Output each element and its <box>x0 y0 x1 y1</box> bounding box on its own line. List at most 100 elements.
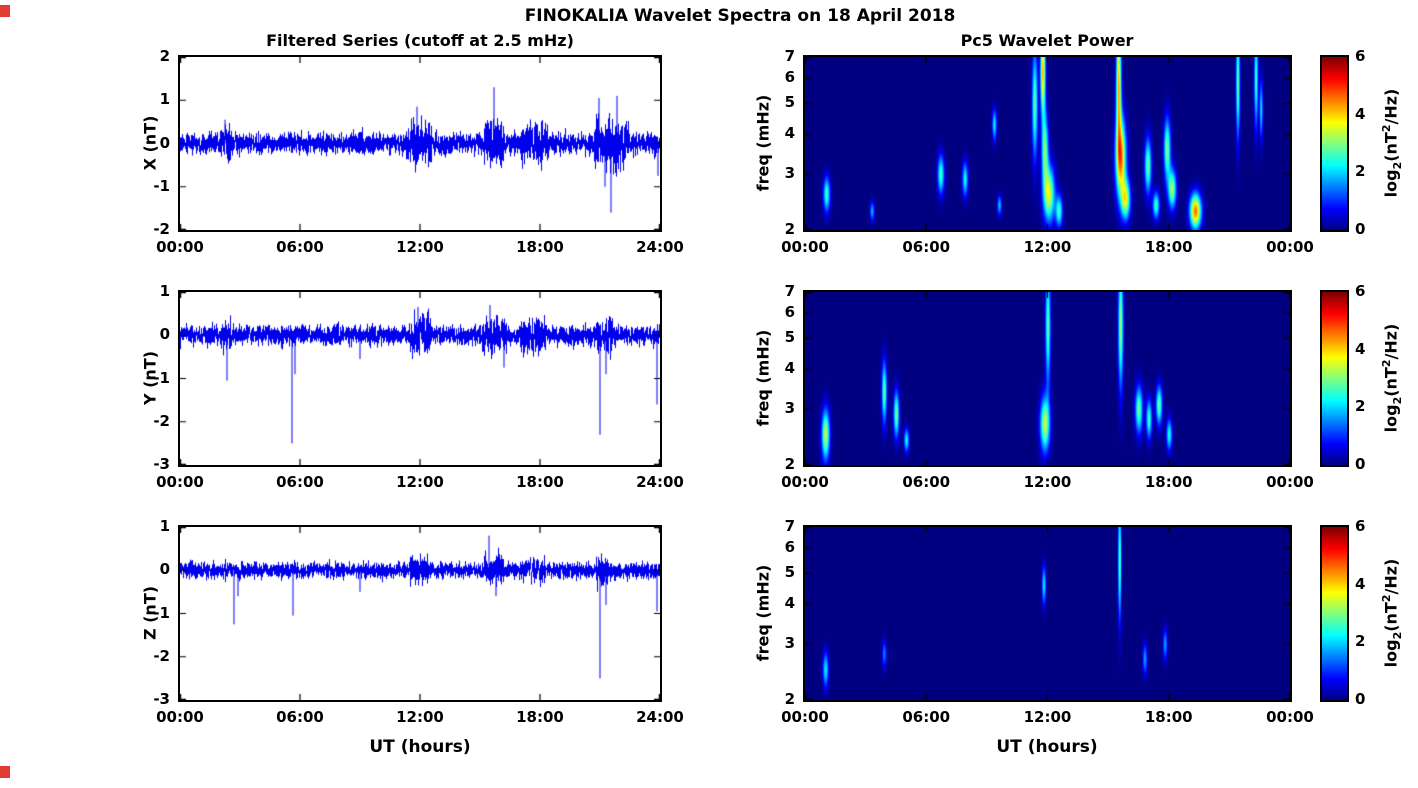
x-tick-label: 12:00 <box>396 473 444 491</box>
plot-y-wavelet-power <box>803 290 1292 467</box>
colorbar-tick-label: 4 <box>1355 339 1366 358</box>
x-tick-label: 18:00 <box>516 238 564 256</box>
freq-tick-label: 2 <box>784 455 795 473</box>
x-tick-label: 06:00 <box>276 708 324 726</box>
colorbar-tick-label: 0 <box>1355 455 1366 473</box>
y-wavelet-power-canvas <box>805 292 1290 465</box>
screen-artifact-bottom-left <box>0 766 10 778</box>
colorbar-tick-label: 0 <box>1355 220 1366 238</box>
y-tick-label: -1 <box>153 603 170 622</box>
x-tick-label: 18:00 <box>1144 238 1193 256</box>
left-column-title: Filtered Series (cutoff at 2.5 mHz) <box>266 31 574 50</box>
plot-x-wavelet-power <box>803 55 1292 232</box>
y-tick-label: 0 <box>159 560 170 579</box>
y-tick-label: -3 <box>153 690 170 708</box>
colorbar-tick-label: 4 <box>1355 104 1366 123</box>
plot-x-filtered-series <box>178 55 662 232</box>
x-tick-label: 24:00 <box>636 473 684 491</box>
plot-z-wavelet-power <box>803 525 1292 702</box>
y-tick-label: -2 <box>153 411 170 430</box>
x-tick-label: 06:00 <box>902 473 951 491</box>
x-tick-label: 00:00 <box>156 473 204 491</box>
freq-tick-label: 4 <box>784 124 795 143</box>
colorbar-tick-label: 2 <box>1355 162 1366 181</box>
y-tick-label: -3 <box>153 455 170 473</box>
x-tick-label: 18:00 <box>516 708 564 726</box>
colorbar-label-text: log <box>1381 639 1401 668</box>
freq-tick-label: 5 <box>784 563 795 582</box>
x-axis-label-left: UT (hours) <box>369 737 471 757</box>
colorbar-label-text: log <box>1381 404 1401 433</box>
x-tick-label: 12:00 <box>396 238 444 256</box>
x-wavelet-power-canvas <box>805 57 1290 230</box>
freq-tick-label: 3 <box>784 164 795 182</box>
x-tick-label: 00:00 <box>781 473 829 491</box>
y-tick-label: 2 <box>159 47 170 65</box>
freq-tick-label: 4 <box>784 359 795 378</box>
x-tick-label: 00:00 <box>1266 238 1314 256</box>
x-tick-label: 12:00 <box>1023 708 1072 726</box>
colorbar-3-canvas <box>1322 527 1347 700</box>
freq-tick-label: 7 <box>784 282 795 300</box>
colorbar-label-2: log2(nT2/Hz) <box>1380 323 1404 433</box>
y-tick-label: 0 <box>159 325 170 344</box>
y-tick-label: -1 <box>153 176 170 195</box>
colorbar-2 <box>1320 290 1349 467</box>
colorbar-tick-label: 6 <box>1355 47 1366 65</box>
x-filtered-series-canvas <box>180 57 660 230</box>
x-tick-label: 06:00 <box>902 708 951 726</box>
x-tick-label: 18:00 <box>1144 708 1193 726</box>
z-wavelet-power-canvas <box>805 527 1290 700</box>
x-tick-label: 06:00 <box>276 473 324 491</box>
right-column-title: Pc5 Wavelet Power <box>960 31 1134 50</box>
freq-tick-label: 3 <box>784 399 795 417</box>
x-tick-label: 24:00 <box>636 238 684 256</box>
colorbar-tick-label: 2 <box>1355 632 1366 651</box>
y-tick-label: 1 <box>159 282 170 300</box>
y-tick-label: 1 <box>159 517 170 535</box>
y-filtered-series-canvas <box>180 292 660 465</box>
screen-artifact-top-left <box>0 5 10 17</box>
colorbar-tick-label: 2 <box>1355 397 1366 416</box>
y-tick-label: -1 <box>153 368 170 387</box>
freq-tick-label: 6 <box>784 68 795 87</box>
x-tick-label: 00:00 <box>1266 708 1314 726</box>
colorbar-label-1: log2(nT2/Hz) <box>1380 88 1404 198</box>
plot-y-filtered-series <box>178 290 662 467</box>
x-tick-label: 00:00 <box>156 708 204 726</box>
figure-title: FINOKALIA Wavelet Spectra on 18 April 20… <box>524 6 956 26</box>
z-filtered-series-canvas <box>180 527 660 700</box>
x-tick-label: 12:00 <box>1023 473 1072 491</box>
x-tick-label: 06:00 <box>902 238 951 256</box>
y-tick-label: 0 <box>159 133 170 152</box>
colorbar-label-3: log2(nT2/Hz) <box>1380 558 1404 668</box>
freq-tick-label: 6 <box>784 538 795 557</box>
colorbar-1 <box>1320 55 1349 232</box>
colorbar-label-text: log <box>1381 169 1401 198</box>
plot-z-filtered-series <box>178 525 662 702</box>
freq-tick-label: 2 <box>784 220 795 238</box>
x-tick-label: 00:00 <box>781 238 829 256</box>
x-axis-label-right: UT (hours) <box>996 737 1098 757</box>
freq-tick-label: 2 <box>784 690 795 708</box>
x-tick-label: 18:00 <box>1144 473 1193 491</box>
freq-tick-label: 5 <box>784 93 795 112</box>
y-tick-label: 1 <box>159 90 170 109</box>
y-tick-label: -2 <box>153 646 170 665</box>
colorbar-tick-label: 6 <box>1355 517 1366 535</box>
colorbar-tick-label: 6 <box>1355 282 1366 300</box>
colorbar-1-canvas <box>1322 57 1347 230</box>
x-tick-label: 00:00 <box>156 238 204 256</box>
x-tick-label: 00:00 <box>1266 473 1314 491</box>
x-tick-label: 12:00 <box>1023 238 1072 256</box>
x-tick-label: 12:00 <box>396 708 444 726</box>
colorbar-2-canvas <box>1322 292 1347 465</box>
colorbar-tick-label: 4 <box>1355 574 1366 593</box>
colorbar-tick-label: 0 <box>1355 690 1366 708</box>
x-tick-label: 00:00 <box>781 708 829 726</box>
y-tick-label: -2 <box>153 220 170 238</box>
x-tick-label: 18:00 <box>516 473 564 491</box>
colorbar-3 <box>1320 525 1349 702</box>
freq-tick-label: 7 <box>784 47 795 65</box>
